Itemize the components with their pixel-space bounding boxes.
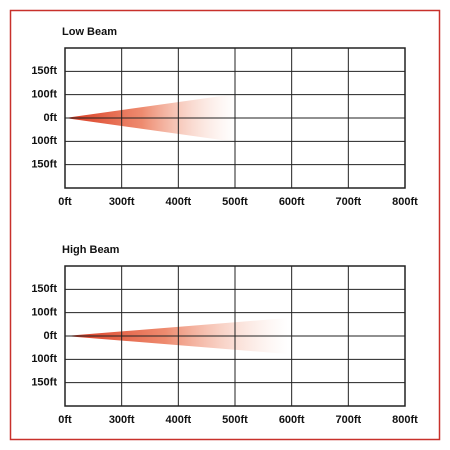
chart-title: Low Beam xyxy=(62,26,117,38)
x-label: 600ft xyxy=(279,196,305,208)
x-label: 500ft xyxy=(222,196,248,208)
y-label: 0ft xyxy=(44,330,58,342)
x-label: 500ft xyxy=(222,414,248,426)
grid-border xyxy=(64,47,406,189)
y-label: 0ft xyxy=(44,112,58,124)
y-label: 100ft xyxy=(31,135,57,147)
x-label: 0ft xyxy=(58,196,72,208)
x-label: 400ft xyxy=(165,414,191,426)
y-label: 150ft xyxy=(31,377,57,389)
x-label: 700ft xyxy=(335,196,361,208)
x-label: 700ft xyxy=(335,414,361,426)
y-label: 150ft xyxy=(31,159,57,171)
y-label: 150ft xyxy=(31,65,57,77)
grid-border xyxy=(64,265,406,407)
chart-title: High Beam xyxy=(62,244,120,256)
x-label: 800ft xyxy=(392,414,418,426)
x-label: 0ft xyxy=(58,414,72,426)
y-label: 100ft xyxy=(31,353,57,365)
y-label: 100ft xyxy=(31,307,57,319)
y-label: 150ft xyxy=(31,283,57,295)
frame xyxy=(9,9,441,441)
x-label: 300ft xyxy=(109,414,135,426)
x-label: 800ft xyxy=(392,196,418,208)
x-label: 600ft xyxy=(279,414,305,426)
x-label: 400ft xyxy=(165,196,191,208)
y-label: 100ft xyxy=(31,89,57,101)
x-label: 300ft xyxy=(109,196,135,208)
